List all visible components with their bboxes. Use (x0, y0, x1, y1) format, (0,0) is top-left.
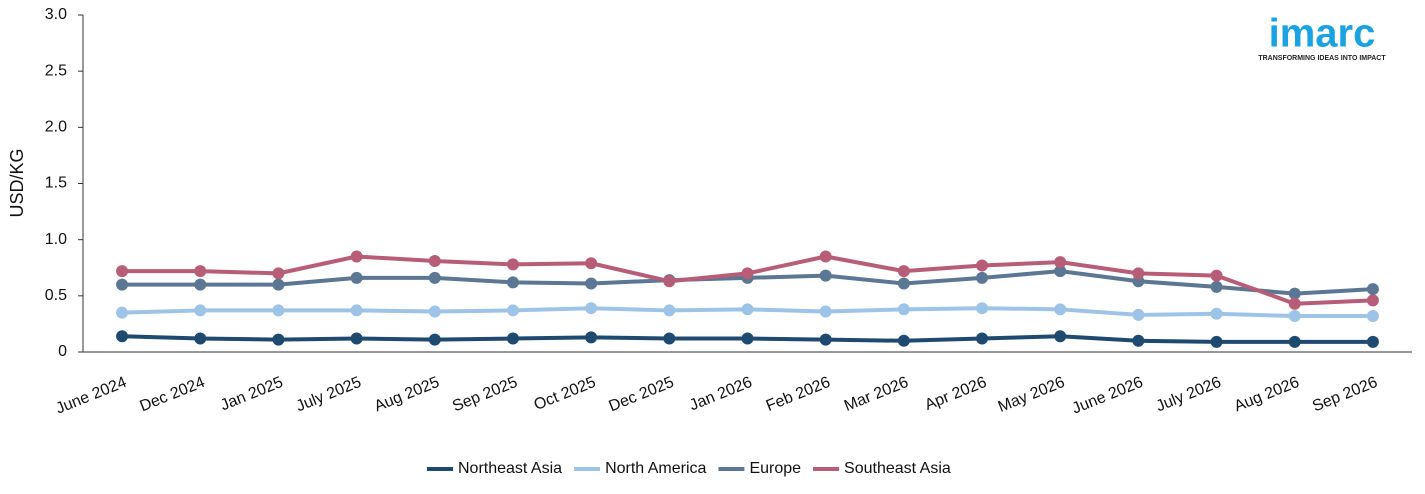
point (1210, 280, 1223, 293)
y-tick-label: 1.0 (45, 231, 67, 248)
legend-label: Southeast Asia (844, 460, 951, 477)
point (428, 271, 441, 284)
x-tick-label: Jan 2026 (687, 374, 755, 414)
point (116, 278, 129, 291)
point (897, 265, 910, 278)
point (1210, 335, 1223, 348)
point (976, 271, 989, 284)
point (663, 275, 676, 288)
x-tick-label: June 2024 (54, 374, 130, 418)
point (1366, 294, 1379, 307)
point (350, 250, 363, 263)
y-tick-label: 3.0 (45, 6, 67, 23)
point (194, 265, 207, 278)
point (1210, 307, 1223, 320)
point (350, 332, 363, 345)
x-tick-label: June 2026 (1070, 374, 1146, 418)
y-tick-label: 1.5 (45, 175, 67, 192)
x-tick-label: May 2026 (996, 374, 1068, 416)
x-tick-label: Aug 2025 (372, 374, 442, 415)
point (897, 334, 910, 347)
point (976, 332, 989, 345)
point (585, 331, 598, 344)
point (1366, 310, 1379, 323)
point (585, 277, 598, 290)
point (272, 278, 285, 291)
x-tick-label: Sep 2026 (1310, 374, 1380, 415)
point (819, 250, 832, 263)
point (506, 276, 519, 289)
point (585, 302, 598, 315)
point (1132, 308, 1145, 321)
x-tick-label: Oct 2025 (532, 374, 599, 414)
logo-tagline: TRANSFORMING IDEAS INTO IMPACT (1258, 55, 1386, 62)
point (1132, 267, 1145, 280)
x-tick-label: Apr 2026 (923, 374, 990, 414)
point (506, 332, 519, 345)
x-tick-label: Dec 2025 (607, 374, 677, 415)
point (976, 259, 989, 272)
point (1288, 297, 1301, 310)
x-tick-label: Aug 2026 (1232, 374, 1302, 415)
x-tick-label: Sep 2025 (450, 374, 520, 415)
point (819, 333, 832, 346)
point (194, 278, 207, 291)
point (897, 303, 910, 316)
point (428, 305, 441, 318)
point (976, 302, 989, 315)
point (741, 332, 754, 345)
point (663, 332, 676, 345)
point (1366, 283, 1379, 296)
legend-label: North America (605, 460, 706, 477)
point (819, 305, 832, 318)
point (1366, 335, 1379, 348)
x-tick-label: Dec 2024 (137, 374, 207, 415)
point (1054, 303, 1067, 316)
point (116, 330, 129, 343)
point (585, 257, 598, 270)
point (897, 277, 910, 290)
point (1288, 335, 1301, 348)
point (506, 258, 519, 271)
point (428, 255, 441, 268)
point (350, 271, 363, 284)
point (741, 303, 754, 316)
point (1132, 334, 1145, 347)
point (1288, 310, 1301, 323)
x-tick-label: Jan 2025 (218, 374, 286, 414)
point (194, 304, 207, 317)
x-tick-label: July 2025 (294, 374, 364, 415)
point (663, 304, 676, 317)
y-tick-label: 2.0 (45, 119, 67, 136)
logo: imarc (1269, 12, 1376, 56)
y-tick-label: 2.5 (45, 62, 67, 79)
point (1054, 256, 1067, 269)
point (1210, 269, 1223, 282)
y-tick-label: 0.5 (45, 287, 67, 304)
y-axis-label: USD/KG (7, 148, 27, 217)
point (272, 333, 285, 346)
y-tick-label: 0 (58, 343, 67, 360)
point (819, 269, 832, 282)
point (741, 267, 754, 280)
point (350, 304, 363, 317)
point (506, 304, 519, 317)
x-tick-label: Mar 2026 (842, 374, 911, 415)
point (272, 304, 285, 317)
x-tick-label: Feb 2026 (764, 374, 833, 415)
point (272, 267, 285, 280)
point (116, 265, 129, 278)
point (1054, 330, 1067, 343)
point (1054, 265, 1067, 278)
point (1288, 287, 1301, 300)
point (194, 332, 207, 345)
point (428, 333, 441, 346)
point (116, 306, 129, 319)
legend-label: Europe (749, 460, 801, 477)
x-tick-label: July 2026 (1154, 374, 1224, 415)
legend-label: Northeast Asia (458, 460, 562, 477)
